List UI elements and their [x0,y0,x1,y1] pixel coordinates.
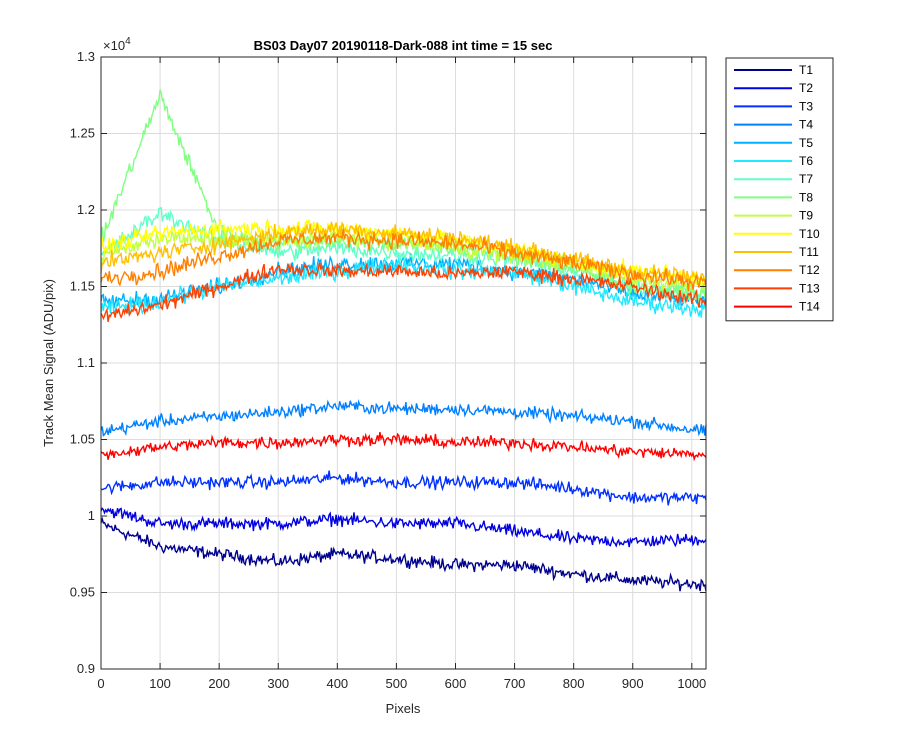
x-tick-label: 0 [97,676,104,691]
y-tick-label: 1.2 [77,202,95,217]
legend-entry-t9: T9 [799,209,813,223]
legend-entry-t10: T10 [799,227,820,241]
legend-box [725,57,834,322]
x-tick-label: 900 [622,676,644,691]
y-tick-label: 0.95 [70,585,95,600]
x-tick-label: 500 [386,676,408,691]
series-line-t11 [100,221,707,287]
x-tick-label: 800 [563,676,585,691]
legend-entry-t4: T4 [799,118,813,132]
x-tick-label: 100 [149,676,171,691]
series-line-t6 [100,257,707,318]
legend-entry-t11: T11 [799,245,819,259]
legend-entry-t7: T7 [799,172,813,186]
x-tick-label: 400 [326,676,348,691]
x-tick-label: 700 [504,676,526,691]
x-tick-label: 1000 [677,676,706,691]
series-line-t14 [100,431,707,462]
y-exponent-label: ×104 [103,36,131,53]
y-tick-label: 0.9 [77,661,95,676]
y-tick-label: 1.15 [70,279,95,294]
x-tick-label: 300 [267,676,289,691]
chart-title: BS03 Day07 20190118-Dark-088 int time = … [254,38,553,53]
x-axis-label: Pixels [386,701,421,716]
legend-entry-t14: T14 [799,300,820,314]
series-line-t12 [100,228,707,292]
series-line-t4 [100,399,707,437]
legend-entry-t13: T13 [799,281,820,295]
legend-entry-t3: T3 [799,99,813,113]
y-tick-label: 1.25 [70,126,95,141]
y-tick-label: 1 [88,508,95,523]
axis-ticks: 0 100 200 300 400 500 600 700 800 900 1000 0.9 0.95 1… [70,49,707,691]
legend-entry-t12: T12 [799,263,820,277]
series-line-t3 [100,470,707,506]
legend-entry-t6: T6 [799,154,813,168]
legend-entry-t1: T1 [799,63,813,77]
series-line-t13 [100,262,707,323]
legend-entry-t2: T2 [799,81,813,95]
series-line-t1 [100,516,707,592]
legend-entry-t8: T8 [799,190,813,204]
y-tick-label: 1.05 [70,432,95,447]
x-tick-label: 200 [208,676,230,691]
legend-entry-t5: T5 [799,136,813,150]
y-tick-label: 1.1 [77,355,95,370]
series-line-t2 [100,507,707,548]
series-lines [100,89,707,592]
y-axis-label: Track Mean Signal (ADU/pix) [41,279,56,447]
grid [101,57,706,669]
legend: T1 T2 T3 T4 T5 T6 T7 T8 T9 T10 T11 T12 T13 T14 [725,57,834,322]
x-tick-label: 600 [445,676,467,691]
y-tick-label: 1.3 [77,49,95,64]
